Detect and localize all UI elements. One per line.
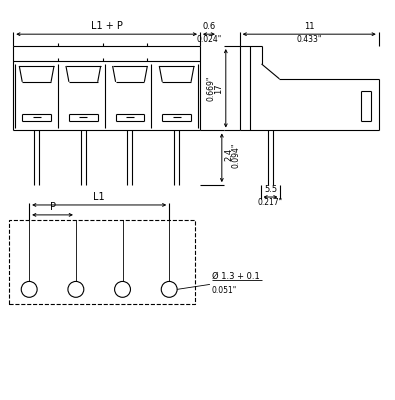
Text: 0.024": 0.024" [196, 35, 222, 44]
Text: Ø 1.3 + 0.1: Ø 1.3 + 0.1 [212, 272, 260, 280]
Text: 5.5: 5.5 [264, 185, 277, 194]
Text: L1 + P: L1 + P [91, 21, 122, 31]
Bar [9, 220, 195, 304]
Text: L1: L1 [93, 192, 105, 202]
Text: 0.051": 0.051" [212, 286, 237, 295]
Text: 0.6: 0.6 [202, 22, 216, 31]
Text: P: P [49, 202, 56, 212]
Text: 0.669": 0.669" [207, 76, 216, 101]
Text: 2.4: 2.4 [225, 148, 234, 161]
Text: 11: 11 [304, 22, 314, 31]
Text: 0.433": 0.433" [297, 35, 322, 44]
Text: 0.094": 0.094" [232, 142, 241, 168]
Text: 0.217": 0.217" [258, 198, 283, 207]
Text: 17: 17 [214, 83, 223, 94]
